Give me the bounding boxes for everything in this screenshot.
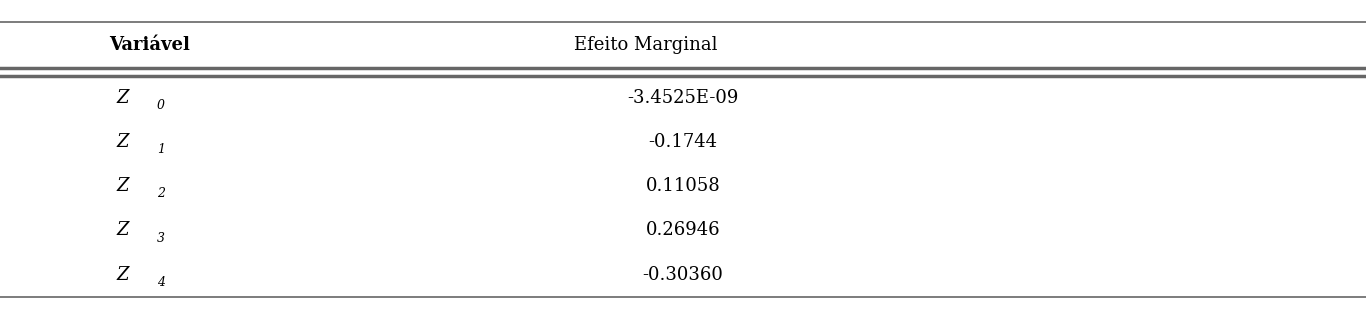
Text: -3.4525E-09: -3.4525E-09 [627,89,739,107]
Text: Z: Z [116,133,128,151]
Text: 2: 2 [157,187,165,201]
Text: -0.1744: -0.1744 [649,133,717,151]
Text: Z: Z [116,221,128,239]
Text: Z: Z [116,265,128,284]
Text: Z: Z [116,177,128,195]
Text: Efeito Marginal: Efeito Marginal [574,36,717,54]
Text: Z: Z [116,89,128,107]
Text: 3: 3 [157,231,165,245]
Text: Variável: Variável [109,36,190,54]
Text: 0: 0 [157,99,165,112]
Text: 4: 4 [157,276,165,289]
Text: 1: 1 [157,143,165,156]
Text: -0.30360: -0.30360 [642,265,724,284]
Text: 0.26946: 0.26946 [646,221,720,239]
Text: 0.11058: 0.11058 [646,177,720,195]
